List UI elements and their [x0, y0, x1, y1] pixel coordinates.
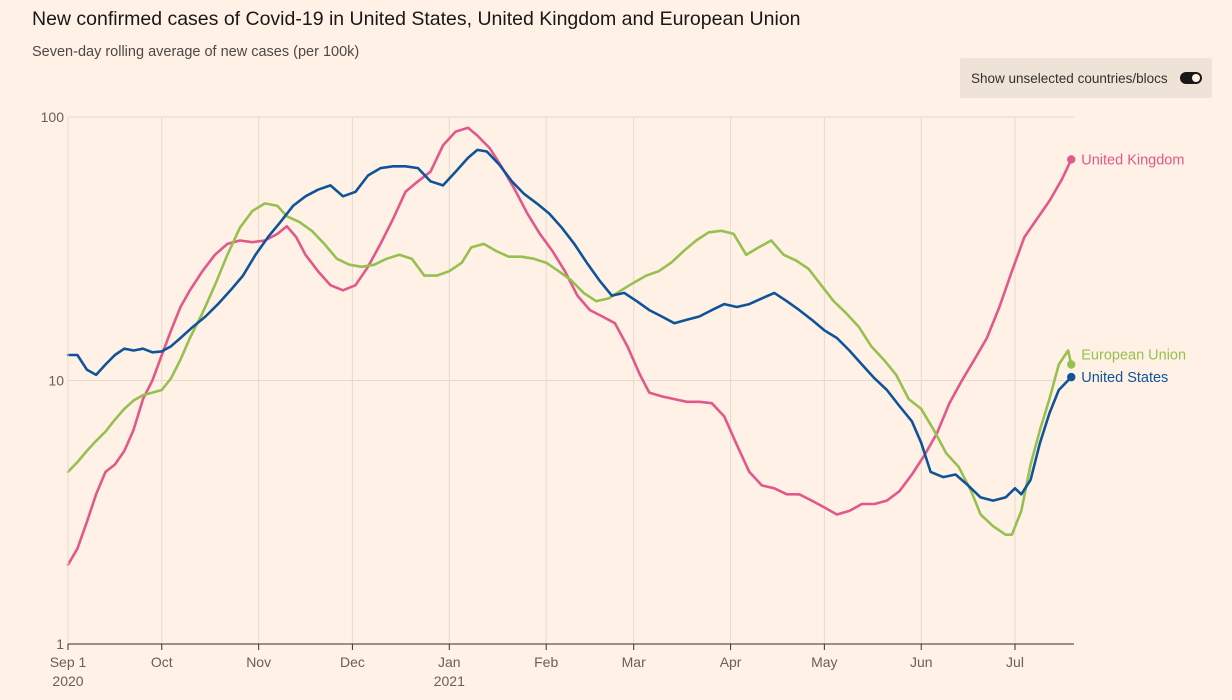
toggle-label: Show unselected countries/blocs	[971, 70, 1168, 86]
series-endpoint-us	[1067, 372, 1076, 382]
chart-subtitle: Seven-day rolling average of new cases (…	[32, 44, 360, 60]
x-tick-year-2021: 2021	[434, 673, 465, 689]
toggle-knob	[1192, 74, 1200, 82]
y-tick-label-10: 10	[48, 373, 64, 389]
x-tick-label-apr: Apr	[720, 654, 742, 670]
x-tick-label-jun: Jun	[910, 654, 933, 670]
series-line-eu	[66, 202, 1073, 536]
series-layer	[66, 126, 1076, 566]
series-endpoint-uk	[1067, 155, 1076, 164]
x-tick-label-may: May	[811, 654, 837, 670]
y-tick-label-100: 100	[41, 109, 65, 125]
series-label-eu: European Union	[1081, 348, 1186, 364]
legend-layer: United Kingdom European Union United State…	[1081, 152, 1186, 386]
x-tick-label-jan: Jan	[438, 654, 461, 670]
x-tick-label-feb: Feb	[534, 654, 558, 670]
series-line-uk	[66, 126, 1073, 566]
x-tick-label-oct: Oct	[151, 654, 173, 670]
x-tick-label-nov: Nov	[246, 654, 271, 670]
x-tick-label-dec: Dec	[340, 654, 365, 670]
axis-layer: 1 10 100 Sep 1 2020 Oct Nov Dec Jan 2021 Feb Mar Apr…	[41, 109, 1074, 689]
chart-title: New confirmed cases of Covid-19 in Unite…	[32, 8, 801, 30]
series-label-uk: United Kingdom	[1081, 152, 1184, 168]
grid-layer	[68, 116, 1074, 644]
y-tick-label-1: 1	[56, 636, 64, 652]
x-tick-label-jul: Jul	[1006, 654, 1024, 670]
toggle-switch-icon[interactable]	[1180, 72, 1202, 84]
x-tick-label-mar: Mar	[622, 654, 646, 670]
series-endpoint-eu	[1067, 360, 1076, 369]
x-tick-year-2020: 2020	[52, 673, 83, 689]
series-line-us	[66, 148, 1073, 502]
show-unselected-toggle[interactable]: Show unselected countries/blocs	[960, 58, 1212, 98]
x-tick-label-sep-1: Sep 1	[50, 654, 87, 670]
series-label-us: United States	[1081, 370, 1168, 386]
